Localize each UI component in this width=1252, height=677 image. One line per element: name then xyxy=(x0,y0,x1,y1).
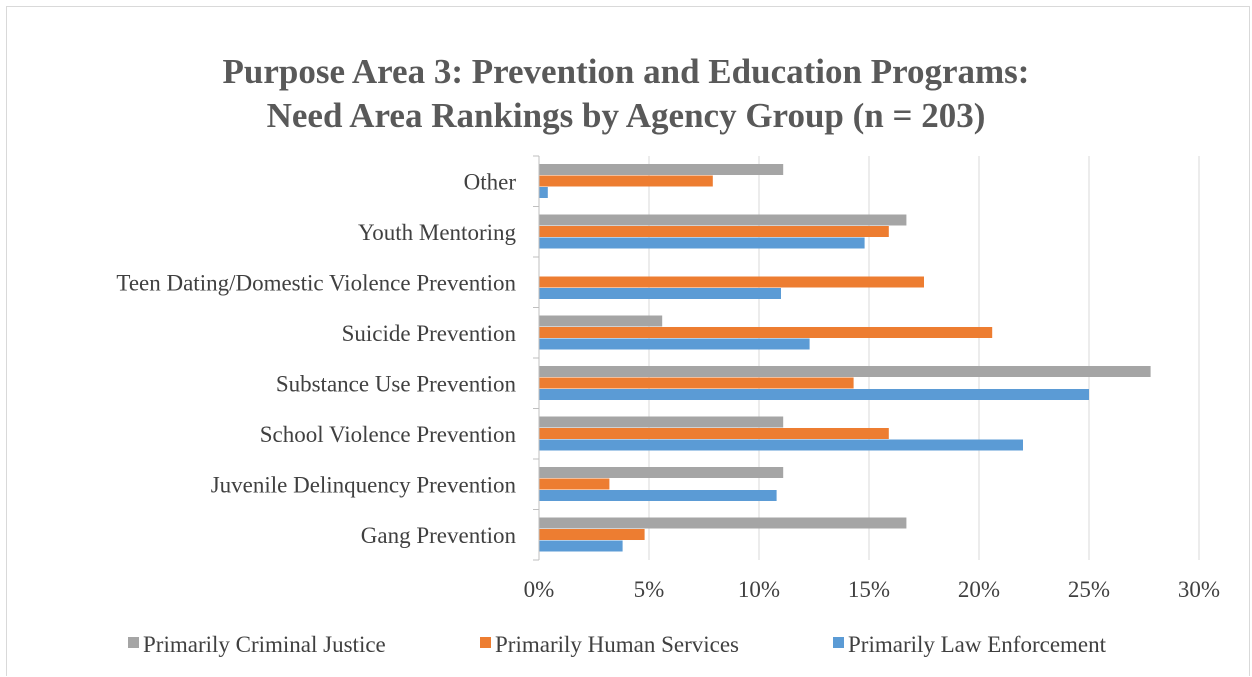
bar-6-series-2 xyxy=(539,428,889,439)
chart-title-line-2: Need Area Rankings by Agency Group (n = … xyxy=(267,96,986,135)
bar-2-series-2 xyxy=(539,226,889,237)
bar-4-series-2 xyxy=(539,327,993,338)
x-tick-label: 0% xyxy=(524,577,555,602)
chart-frame xyxy=(6,6,1250,676)
bar-6-series-1 xyxy=(539,416,784,428)
x-tick-label: 10% xyxy=(738,577,780,602)
x-tick-label: 20% xyxy=(958,577,1000,602)
legend-label: Primarily Human Services xyxy=(495,632,739,657)
legend-label: Primarily Law Enforcement xyxy=(848,632,1107,657)
bar-7-series-3 xyxy=(539,490,777,501)
bar-5-series-2 xyxy=(539,377,854,389)
bar-1-series-2 xyxy=(539,175,713,187)
x-tick-label: 25% xyxy=(1068,577,1110,602)
bar-6-series-3 xyxy=(539,439,1023,451)
category-label: Teen Dating/Domestic Violence Prevention xyxy=(116,270,516,295)
bar-8-series-2 xyxy=(539,529,645,540)
bar-2-series-1 xyxy=(539,214,907,226)
bars xyxy=(539,164,1151,552)
legend-swatch xyxy=(833,637,844,648)
legend: Primarily Criminal Justice Primarily Huma… xyxy=(128,632,1107,657)
legend-swatch xyxy=(480,637,491,648)
category-label: Other xyxy=(464,169,517,194)
category-label: Juvenile Delinquency Prevention xyxy=(211,472,517,497)
category-label: School Violence Prevention xyxy=(260,422,517,447)
bar-2-series-3 xyxy=(539,237,865,249)
x-tick-label: 30% xyxy=(1178,577,1220,602)
bar-8-series-3 xyxy=(539,540,623,552)
category-label: Gang Prevention xyxy=(361,523,517,548)
bar-3-series-3 xyxy=(539,288,781,299)
bar-3-series-2 xyxy=(539,276,924,288)
bar-5-series-3 xyxy=(539,389,1089,400)
chart-title-line-1: Purpose Area 3: Prevention and Education… xyxy=(223,52,1030,91)
x-tick-label: 15% xyxy=(848,577,890,602)
bar-8-series-1 xyxy=(539,517,907,529)
bar-7-series-1 xyxy=(539,467,784,478)
category-label: Substance Use Prevention xyxy=(276,371,517,396)
bar-1-series-1 xyxy=(539,164,784,175)
category-label: Suicide Prevention xyxy=(342,321,517,346)
x-tick-label: 5% xyxy=(634,577,665,602)
bar-7-series-2 xyxy=(539,478,610,490)
bar-4-series-1 xyxy=(539,315,663,327)
category-label: Youth Mentoring xyxy=(358,220,517,245)
legend-label: Primarily Criminal Justice xyxy=(143,632,386,657)
chart-title: Purpose Area 3: Prevention and Education… xyxy=(223,52,1030,135)
axes xyxy=(533,155,540,561)
bar-1-series-3 xyxy=(539,187,548,198)
legend-swatch xyxy=(128,637,139,648)
x-tick-labels: 0% 5% 10% 15% 20% 25% 30% xyxy=(524,577,1220,602)
bar-4-series-3 xyxy=(539,338,810,350)
bar-5-series-1 xyxy=(539,366,1151,377)
category-labels: Other Youth Mentoring Teen Dating/Domestic… xyxy=(116,169,516,548)
